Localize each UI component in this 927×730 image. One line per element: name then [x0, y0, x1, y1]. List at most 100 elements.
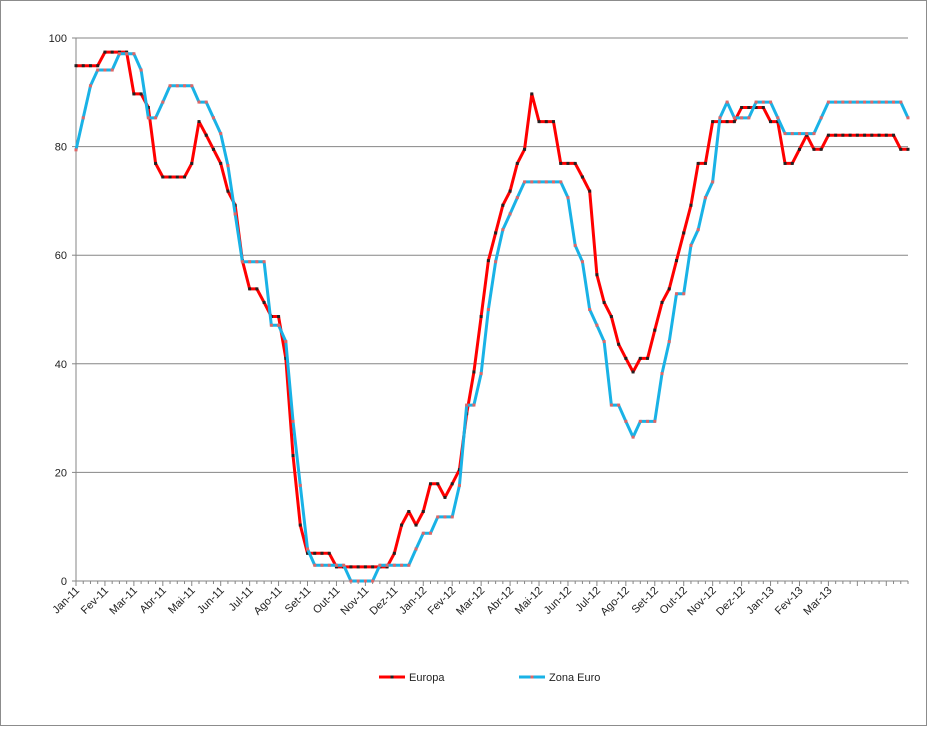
data-point-europa	[725, 120, 729, 124]
series-europa	[74, 50, 910, 569]
data-point-zona-euro	[892, 100, 896, 104]
data-point-europa	[863, 133, 867, 137]
data-point-europa	[255, 287, 259, 291]
legend-label-europa: Europa	[409, 672, 445, 684]
legend-item-europa: Europa	[379, 672, 445, 684]
x-tick-label: Jan-11	[50, 585, 82, 617]
x-tick-label: Abr-11	[138, 585, 169, 616]
x-tick-label: Jun-12	[542, 585, 574, 617]
data-point-europa	[414, 523, 418, 527]
data-point-europa	[146, 106, 150, 110]
data-point-zona-euro	[523, 180, 527, 184]
data-point-europa	[747, 106, 751, 110]
data-point-europa	[819, 147, 823, 151]
data-point-zona-euro	[877, 100, 881, 104]
data-point-zona-euro	[125, 52, 129, 56]
data-point-europa	[436, 482, 440, 486]
data-point-europa	[667, 287, 671, 291]
x-tick-label: Ago-12	[598, 585, 632, 619]
data-point-europa	[298, 523, 302, 527]
x-tick-label: Fev-11	[79, 585, 111, 617]
data-point-europa	[588, 189, 592, 193]
data-point-zona-euro	[682, 292, 686, 296]
y-tick-label: 0	[61, 576, 67, 588]
data-point-zona-euro	[183, 84, 187, 88]
data-point-zona-euro	[537, 180, 541, 184]
data-point-zona-euro	[479, 372, 483, 376]
data-point-zona-euro	[660, 372, 664, 376]
data-point-europa	[660, 300, 664, 304]
data-point-europa	[284, 356, 288, 360]
data-point-europa	[74, 64, 78, 68]
data-point-europa	[523, 147, 527, 151]
data-point-europa	[703, 161, 707, 165]
x-tick-label: Set-11	[283, 585, 314, 616]
data-point-zona-euro	[139, 68, 143, 72]
data-point-europa	[870, 133, 874, 137]
data-point-europa	[892, 133, 896, 137]
data-point-zona-euro	[74, 148, 78, 152]
data-point-europa	[132, 92, 136, 96]
data-point-europa	[407, 509, 411, 513]
data-point-europa	[617, 342, 621, 346]
data-point-zona-euro	[855, 100, 859, 104]
series-layer	[74, 50, 910, 583]
data-point-europa	[81, 64, 85, 68]
data-point-europa	[262, 300, 266, 304]
data-point-europa	[479, 315, 483, 319]
data-point-zona-euro	[421, 531, 425, 535]
data-point-zona-euro	[696, 228, 700, 232]
data-point-zona-euro	[204, 100, 208, 104]
data-point-europa	[841, 133, 845, 137]
data-point-zona-euro	[320, 563, 324, 567]
data-point-zona-euro	[899, 100, 903, 104]
data-point-zona-euro	[732, 116, 736, 120]
data-point-zona-euro	[342, 563, 346, 567]
data-point-europa	[776, 120, 780, 124]
data-point-zona-euro	[407, 563, 411, 567]
data-point-zona-euro	[848, 100, 852, 104]
data-point-europa	[313, 551, 317, 555]
data-point-europa	[769, 120, 773, 124]
data-point-zona-euro	[769, 100, 773, 104]
x-tick-label: Set-12	[629, 585, 660, 616]
data-point-zona-euro	[117, 52, 121, 56]
data-point-zona-euro	[277, 323, 281, 327]
legend: Europa Zona Euro	[379, 672, 600, 684]
data-point-europa	[537, 120, 541, 124]
series-line-europa	[76, 50, 908, 569]
data-point-zona-euro	[624, 419, 628, 423]
data-point-europa	[696, 161, 700, 165]
x-tick-label: Mai-11	[166, 585, 198, 617]
data-point-zona-euro	[262, 260, 266, 264]
data-point-zona-euro	[674, 292, 678, 296]
data-point-europa	[96, 64, 100, 68]
data-point-europa	[161, 175, 165, 179]
data-point-europa	[508, 189, 512, 193]
data-point-europa	[638, 356, 642, 360]
data-point-zona-euro	[508, 212, 512, 216]
data-point-europa	[501, 203, 505, 207]
data-point-zona-euro	[161, 100, 165, 104]
data-point-europa	[631, 370, 635, 374]
data-point-zona-euro	[797, 132, 801, 136]
data-point-zona-euro	[190, 84, 194, 88]
data-point-europa	[609, 315, 613, 319]
data-point-zona-euro	[349, 579, 353, 583]
data-point-zona-euro	[609, 403, 613, 407]
x-tick-label: Abr-12	[484, 585, 516, 617]
data-point-europa	[566, 161, 570, 165]
data-point-europa	[805, 133, 809, 137]
data-point-europa	[248, 287, 252, 291]
data-point-zona-euro	[884, 100, 888, 104]
data-point-zona-euro	[103, 68, 107, 72]
data-point-zona-euro	[414, 547, 418, 551]
data-point-europa	[494, 231, 498, 235]
data-point-zona-euro	[494, 260, 498, 264]
x-tick-label: Jan-13	[744, 585, 776, 617]
y-tick-label: 20	[55, 467, 67, 479]
data-point-zona-euro	[761, 100, 765, 104]
